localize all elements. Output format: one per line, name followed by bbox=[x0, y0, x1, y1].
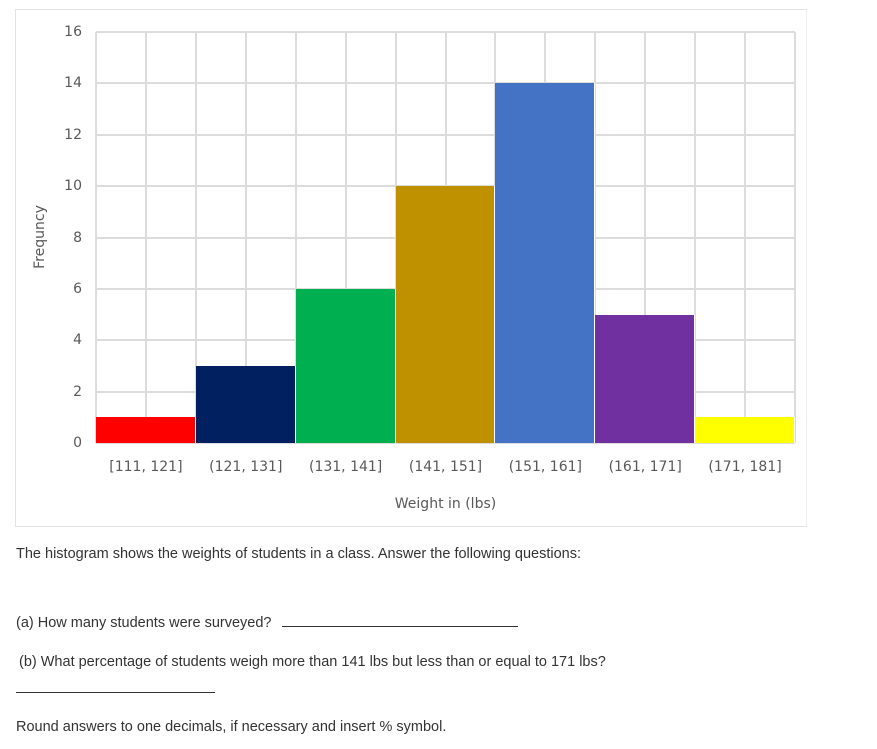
gridline-vertical bbox=[794, 32, 796, 443]
x-tick-label: [111, 121] bbox=[109, 459, 183, 475]
gridline-vertical bbox=[244, 32, 247, 443]
y-axis-label: Frequncy bbox=[32, 205, 48, 269]
y-tick-label: 10 bbox=[64, 178, 82, 195]
answer-a-blank[interactable] bbox=[281, 612, 518, 627]
gridline-vertical bbox=[95, 32, 97, 443]
histogram-bar bbox=[295, 288, 396, 443]
rounding-note: Round answers to one decimals, if necess… bbox=[16, 719, 447, 735]
gridline-vertical bbox=[694, 32, 697, 443]
y-tick-label: 14 bbox=[64, 75, 82, 92]
x-axis-label: Weight in (lbs) bbox=[394, 496, 497, 512]
gridline-vertical bbox=[594, 32, 597, 443]
y-tick-label: 8 bbox=[73, 229, 82, 246]
x-tick-label: (161, 171] bbox=[608, 459, 682, 475]
x-tick-label: (171, 181] bbox=[708, 459, 782, 475]
gridline-vertical bbox=[644, 32, 647, 443]
question-b-text: (b) What percentage of students weigh mo… bbox=[19, 654, 606, 670]
question-b bbox=[16, 678, 215, 697]
x-tick-label: (121, 131] bbox=[209, 459, 283, 475]
x-tick-label: (141, 151] bbox=[408, 459, 483, 475]
y-tick-label: 16 bbox=[64, 24, 82, 40]
y-tick-label: 4 bbox=[73, 332, 82, 349]
question-a: (a) How many students were surveyed? bbox=[16, 612, 518, 631]
y-tick-label: 2 bbox=[73, 383, 82, 400]
gridline-vertical bbox=[344, 32, 347, 443]
histogram-bar bbox=[595, 314, 696, 443]
x-tick-label: (151, 161] bbox=[508, 459, 582, 475]
gridline-vertical bbox=[744, 32, 747, 443]
histogram-bar bbox=[395, 186, 496, 443]
question-intro: The histogram shows the weights of stude… bbox=[16, 546, 581, 562]
y-tick-label: 0 bbox=[73, 435, 82, 451]
gridline-vertical bbox=[194, 32, 197, 443]
x-tick-label: (131, 141] bbox=[309, 459, 383, 475]
histogram-bar bbox=[695, 417, 795, 443]
gridline-vertical bbox=[294, 32, 297, 443]
gridline-vertical bbox=[144, 32, 147, 443]
y-tick-label: 6 bbox=[73, 280, 82, 297]
histogram-bar bbox=[96, 417, 196, 443]
question-a-text: (a) How many students were surveyed? bbox=[16, 615, 272, 631]
histogram-bar bbox=[195, 365, 296, 443]
histogram-bar bbox=[495, 83, 596, 443]
answer-b-blank[interactable] bbox=[16, 678, 215, 693]
y-tick-label: 12 bbox=[64, 126, 82, 143]
plot-area bbox=[95, 31, 796, 444]
gridline-horizontal bbox=[96, 442, 795, 444]
